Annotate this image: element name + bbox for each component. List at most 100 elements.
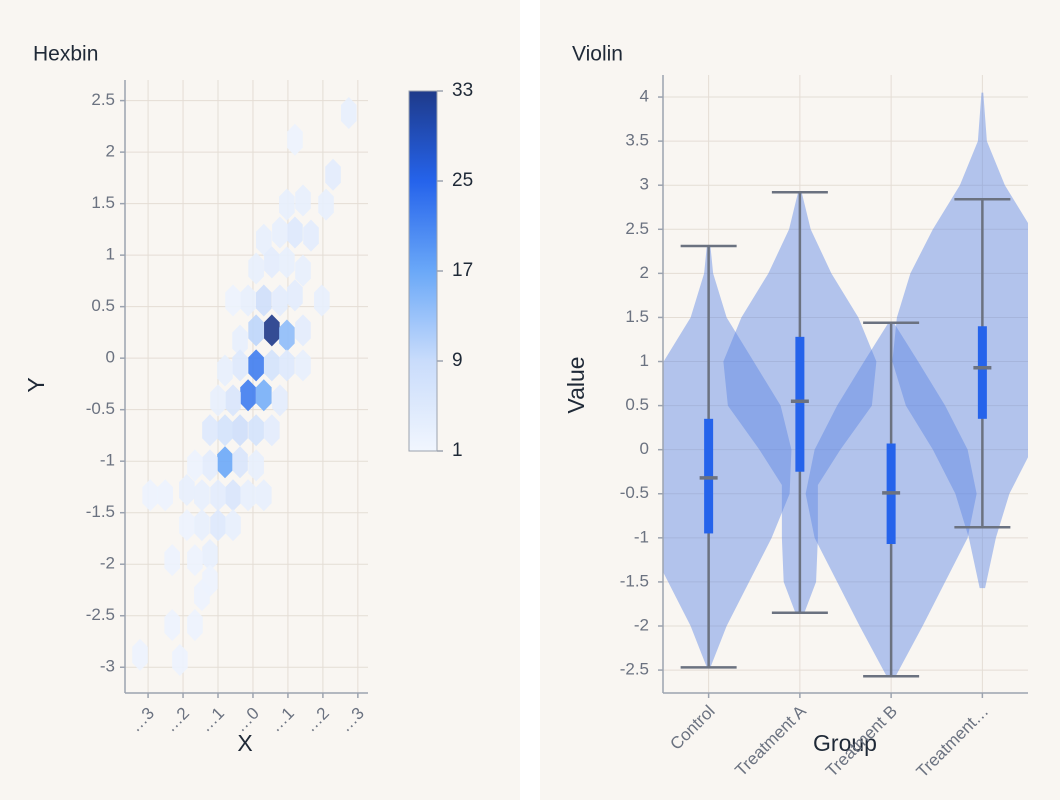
y-tick-label: -0.5 [86,399,115,418]
y-tick-label: 0 [106,348,115,367]
hexbin-cell [232,446,248,479]
hexbin-cell [172,644,188,677]
hexbin-cell [272,384,288,417]
hexbin-cell [142,479,158,512]
y-tick-label: -1 [634,527,649,546]
hexbin-cell [295,184,311,217]
y-tick-label: -3 [100,657,115,676]
hexbin-cell [287,279,303,312]
colorbar-tick-label: 25 [452,170,473,191]
hexbin-cell [256,223,272,256]
hexbin-cell [287,123,303,156]
y-tick-label: -2 [634,615,649,634]
y-tick-label: -2.5 [86,605,115,624]
hexbin-cell [279,319,295,352]
y-tick-label: 0.5 [625,395,649,414]
hexbin-cell [279,188,295,221]
hexbin-cell [217,354,233,387]
hexbin-cell [225,284,241,317]
hexbin-cell [210,479,226,512]
violin-layer [663,92,1028,678]
iqr-box [977,326,987,419]
hexbin-cell [295,349,311,382]
colorbar-tick-label: 33 [452,80,473,101]
y-tick-label: -0.5 [620,483,649,502]
hexbin-layer [132,96,357,677]
hexbin-cell [225,479,241,512]
hexbin-cell [256,284,272,317]
hexbin-cell [232,349,248,382]
hexbin-cell [248,252,264,285]
hexbin-cell [132,638,148,671]
y-tick-label: 2 [640,263,649,282]
hexbin-cell [194,479,210,512]
hexbin-cell [264,414,280,447]
hexbin-cell [157,479,174,512]
hexbin-cell [187,449,203,482]
y-tick-label: 1.5 [625,307,649,326]
y-axis-label: Value [563,356,589,413]
iqr-box [704,418,714,534]
hexbin-cell [248,414,264,447]
hexbin-cell [164,609,181,642]
y-tick-label: 1 [106,245,115,264]
hexbin-cell [303,219,319,252]
y-tick-label: 2 [106,142,115,161]
y-tick-label: 1 [640,351,649,370]
hexbin-cell [179,474,195,507]
iqr-box [795,336,805,472]
hexbin-cell [279,246,295,279]
y-tick-label: -1 [100,451,115,470]
y-tick-label: -2 [100,554,115,573]
hexbin-cell [295,314,311,347]
colorbar-tick-label: 9 [452,350,463,371]
y-tick-label: 4 [640,87,649,106]
hexbin-cell [240,284,256,317]
hexbin-cell [248,349,264,382]
hexbin-cell [225,384,241,417]
hexbin-cell [248,449,264,482]
colorbar-tick-label: 17 [452,260,473,281]
y-tick-label: -2.5 [620,660,649,679]
hexbin-cell [240,379,256,412]
y-tick-label: 3 [640,175,649,194]
hexbin-cell [187,544,203,577]
hexbin-cell [340,96,357,129]
hexbin-cell [325,158,341,191]
hexbin-cell [232,414,248,447]
hexbin-cell [210,509,226,542]
colorbar [408,90,438,452]
x-axis-label: Group [813,730,877,756]
hexbin-cell [264,349,280,382]
x-axis-label: X [237,730,252,756]
y-tick-label: -1.5 [86,502,115,521]
y-tick-label: -1.5 [620,571,649,590]
y-tick-label: 3.5 [625,131,649,150]
chart-title: Hexbin [33,43,98,66]
hexbin-cell [264,314,280,347]
chart-title: Violin [572,43,623,66]
hexbin-cell [202,538,218,571]
hexbin-cell [194,509,210,542]
hexbin-cell [187,609,203,642]
y-tick-label: 0.5 [91,296,115,315]
hexbin-cell [256,379,272,412]
colorbar-tick-label: 1 [452,440,463,461]
hexbin-cell [202,449,218,482]
violin-body [892,92,1028,589]
hexbin-cell [318,188,334,221]
hexbin-cell [295,254,311,287]
hexbin-cell [264,246,280,279]
hexbin-cell [179,509,195,542]
hexbin-cell [279,349,295,382]
y-tick-label: 1.5 [91,193,115,212]
y-tick-label: 2.5 [625,219,649,238]
hexbin-cell [225,509,241,542]
hexbin-cell [287,216,303,249]
hexbin-cell [240,479,256,512]
hexbin-cell [256,479,272,512]
hexbin-cell [217,414,233,447]
hexbin-cell [272,216,288,249]
